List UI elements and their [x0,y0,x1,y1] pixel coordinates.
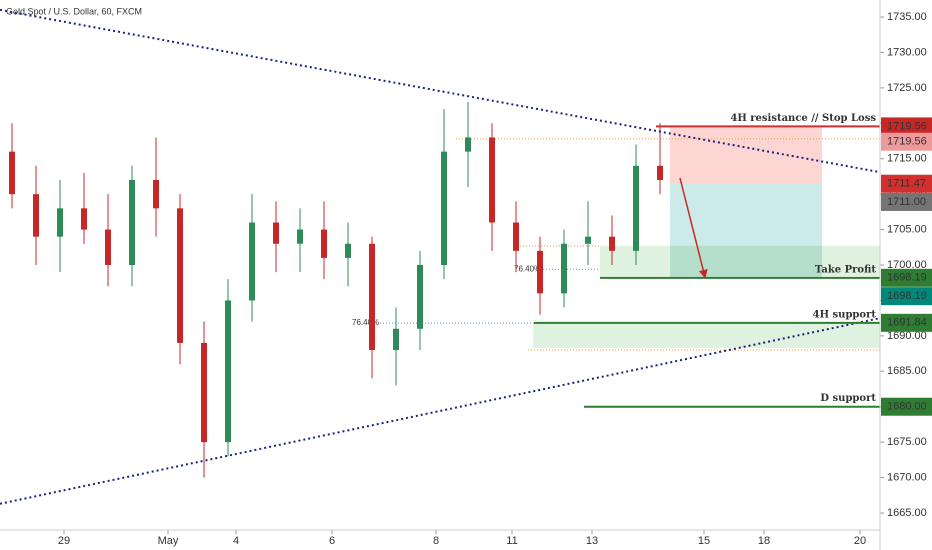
level-label: D support [820,393,876,404]
candle-body [609,236,615,251]
y-tick-label: 1730.00 [887,46,927,58]
y-tick-label: 1715.00 [887,153,927,165]
price-badge [881,287,932,306]
candle-body [81,208,87,230]
price-badge [881,268,932,287]
y-tick-label: 1705.00 [887,223,927,235]
y-tick-label: 1725.00 [887,82,927,94]
candle-body [153,179,159,209]
candle-body [417,265,423,329]
candle-body [345,243,351,258]
y-tick-label: 1735.00 [887,11,927,23]
candle-body [57,208,63,237]
projection-arrow [679,177,708,279]
x-tick-label: 29 [58,535,70,547]
candle-body [657,165,663,180]
zone [670,126,822,184]
y-tick-label: 1700.00 [887,259,927,271]
price-badge-label: 1711.00 [887,196,926,208]
candle-body [369,243,375,351]
price-badge-label: 1719.56 [887,136,927,148]
level-label: 4H support [813,309,877,320]
candle-body [561,243,567,294]
price-badge [881,132,932,151]
fib-label: 76.40% [352,318,379,327]
candle-body [321,229,327,258]
zone [600,245,880,277]
candle-body [225,300,231,443]
candle-body [393,328,399,351]
y-tick-label: 1675.00 [887,436,927,448]
x-tick-label: 8 [433,535,439,547]
x-tick-label: 18 [758,535,770,547]
candle-body [465,137,471,152]
candle-body [177,208,183,343]
candle-body [9,151,15,195]
candle-body [513,222,519,251]
price-badge-label: 1698.19 [887,272,927,284]
candle-body [297,229,303,244]
x-tick-label: 4 [233,535,239,547]
price-badge [881,174,932,193]
x-tick-label: 6 [329,535,335,547]
candle-body [33,194,39,237]
y-tick-label: 1685.00 [887,365,927,377]
fib-label: 76.40% [514,264,541,273]
price-badge-label: 1711.47 [887,178,926,190]
chart-title: Gold Spot / U.S. Dollar, 60, FXCM [6,6,142,16]
zone [670,183,822,278]
level-label: 4H resistance // Stop Loss [730,113,876,124]
price-badge [881,192,932,211]
price-badge [881,397,932,416]
candle-body [441,151,447,265]
y-tick-label: 1690.00 [887,330,927,342]
price-badge-label: 1680.00 [887,401,927,413]
price-badge [881,117,932,136]
candle-body [489,137,495,223]
x-tick-label: 20 [854,535,866,547]
price-badge-label: 1691.84 [887,317,927,329]
x-tick-label: 13 [586,535,598,547]
price-badge [881,313,932,332]
x-tick-label: May [158,535,179,547]
candle-body [201,342,207,443]
price-badge-label: 1719.56 [887,120,927,132]
x-tick-label: 15 [698,535,710,547]
zone [533,322,880,348]
y-tick-label: 1665.00 [887,507,927,519]
candle-body [249,222,255,301]
candle-body [105,229,111,265]
candle-body [585,236,591,244]
x-tick-label: 11 [506,535,517,547]
y-tick-label: 1670.00 [887,471,927,483]
candle-body [129,179,135,265]
trendline [0,8,881,174]
candle-body [273,222,279,244]
candle-body [633,165,639,251]
price-badge-label: 1698.19 [887,290,927,302]
level-label: Take Profit [815,264,876,275]
candle-body [537,250,543,294]
